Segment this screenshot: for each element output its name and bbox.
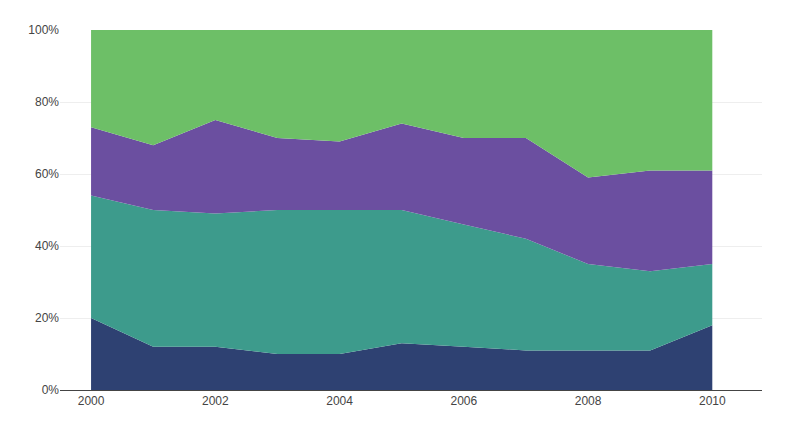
svg-text:2008: 2008 xyxy=(575,394,602,408)
svg-text:2000: 2000 xyxy=(78,394,105,408)
svg-text:2010: 2010 xyxy=(699,394,726,408)
svg-text:60%: 60% xyxy=(35,167,59,181)
svg-text:0%: 0% xyxy=(42,383,60,397)
svg-text:2002: 2002 xyxy=(202,394,229,408)
svg-text:80%: 80% xyxy=(35,95,59,109)
svg-text:2006: 2006 xyxy=(450,394,477,408)
svg-text:2004: 2004 xyxy=(326,394,353,408)
svg-text:100%: 100% xyxy=(28,23,59,37)
svg-text:40%: 40% xyxy=(35,239,59,253)
svg-text:20%: 20% xyxy=(35,311,59,325)
